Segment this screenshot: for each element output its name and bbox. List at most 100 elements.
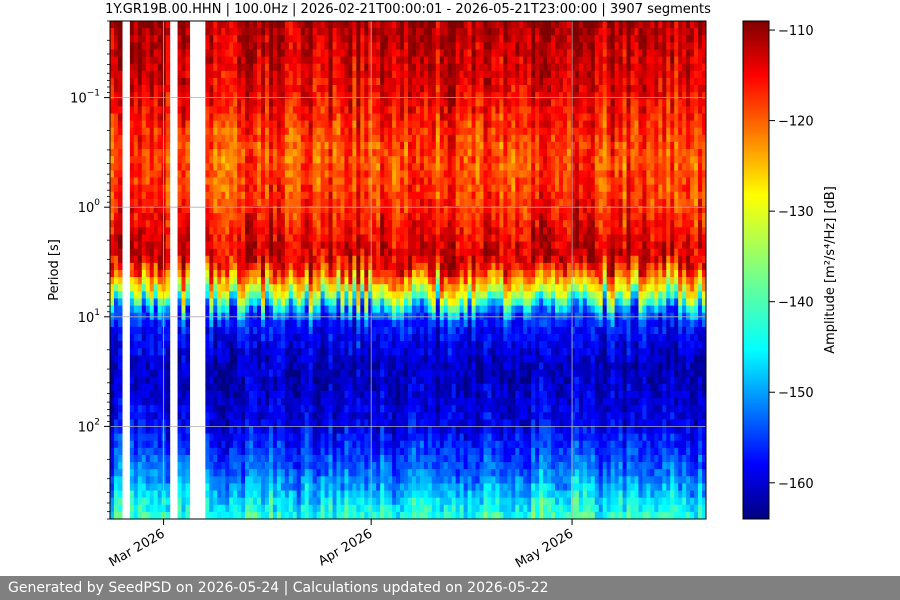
heatmap-cell (340, 21, 346, 29)
heatmap-cell (360, 433, 365, 442)
heatmap-cell (312, 49, 318, 58)
heatmap-cell (257, 277, 262, 285)
heatmap-cell (360, 262, 365, 271)
heatmap-cell (312, 21, 318, 29)
heatmap-cell (356, 326, 361, 335)
heatmap-cell (165, 262, 171, 271)
heatmap-cell (110, 49, 115, 58)
heatmap-cell (328, 270, 334, 278)
heatmap-cell (113, 262, 119, 271)
heatmap-cell (245, 440, 250, 449)
heatmap-cell (308, 220, 314, 228)
heatmap-cell (316, 490, 322, 499)
heatmap-cell (364, 35, 369, 43)
heatmap-cell (249, 419, 254, 428)
heatmap-cell (137, 134, 143, 143)
heatmap-cell (260, 426, 266, 435)
heatmap-cell (284, 405, 290, 413)
heatmap-cell (304, 426, 310, 435)
heatmap-cell (141, 454, 147, 463)
heatmap-cell (225, 284, 230, 292)
heatmap-cell (296, 56, 302, 65)
heatmap-cell (360, 113, 365, 122)
heatmap-cell (320, 92, 326, 100)
heatmap-cell (404, 390, 409, 399)
heatmap-cell (245, 170, 250, 179)
heatmap-cell (404, 177, 409, 186)
heatmap-cell (157, 70, 163, 79)
heatmap-cell (336, 504, 342, 513)
heatmap-cell (360, 35, 365, 43)
heatmap-cell (364, 21, 369, 29)
heatmap-cell (141, 191, 147, 200)
heatmap-cell (133, 326, 139, 335)
heatmap-cell (300, 56, 306, 65)
heatmap-cell (241, 390, 246, 399)
heatmap-cell (141, 21, 147, 29)
heatmap-cell (316, 440, 322, 449)
heatmap-cell (380, 504, 385, 513)
heatmap-cell (392, 248, 397, 257)
heatmap-cell (324, 326, 330, 335)
heatmap-cell (157, 241, 163, 250)
heatmap-cell (423, 85, 429, 93)
heatmap-cell (233, 120, 238, 129)
heatmap-cell (388, 284, 393, 292)
heatmap-cell (292, 141, 298, 150)
heatmap-cell (133, 369, 139, 378)
heatmap-cell (304, 277, 310, 285)
heatmap-cell (320, 426, 326, 435)
heatmap-cell (110, 234, 115, 243)
heatmap-cell (380, 326, 385, 335)
heatmap-cell (368, 113, 373, 122)
heatmap-cell (340, 35, 346, 43)
heatmap-cell (117, 284, 123, 292)
heatmap-cell (276, 490, 282, 499)
heatmap-cell (356, 120, 361, 129)
heatmap-cell (149, 63, 155, 72)
heatmap-cell (272, 355, 278, 364)
heatmap-cell (300, 454, 306, 463)
heatmap-cell (137, 113, 143, 122)
heatmap-cell (177, 376, 183, 385)
heatmap-cell (292, 490, 298, 499)
heatmap-cell (376, 497, 381, 506)
heatmap-cell (233, 291, 238, 300)
heatmap-cell (332, 405, 338, 413)
heatmap-cell (344, 483, 349, 492)
heatmap-cell (257, 28, 262, 36)
heatmap-cell (380, 35, 385, 43)
heatmap-cell (415, 355, 421, 364)
heatmap-cell (237, 241, 242, 250)
heatmap-cell (233, 262, 238, 271)
heatmap-cell (352, 28, 357, 36)
heatmap-cell (113, 127, 119, 136)
heatmap-cell (372, 405, 377, 413)
heatmap-cell (260, 99, 266, 107)
heatmap-cell (408, 383, 413, 392)
heatmap-cell (149, 355, 155, 364)
heatmap-cell (288, 426, 294, 435)
heatmap-cell (284, 163, 290, 171)
heatmap-cell (177, 270, 183, 278)
heatmap-cell (312, 99, 318, 107)
heatmap-cell (264, 362, 270, 371)
heatmap-cell (384, 184, 389, 193)
heatmap-cell (181, 28, 187, 36)
heatmap-cell (340, 412, 346, 420)
heatmap-cell (245, 92, 250, 100)
heatmap-cell (233, 248, 238, 257)
heatmap-cell (356, 113, 361, 122)
heatmap-cell (356, 383, 361, 392)
heatmap-cell (384, 398, 389, 406)
heatmap-cell (225, 241, 230, 250)
heatmap-cell (288, 412, 294, 420)
heatmap-cell (181, 141, 187, 150)
heatmap-cell (404, 469, 409, 477)
heatmap-cell (348, 398, 353, 406)
heatmap-cell (348, 348, 353, 356)
heatmap-cell (312, 92, 318, 100)
heatmap-cell (316, 220, 322, 228)
heatmap-cell (336, 319, 342, 328)
heatmap-cell (117, 476, 123, 485)
